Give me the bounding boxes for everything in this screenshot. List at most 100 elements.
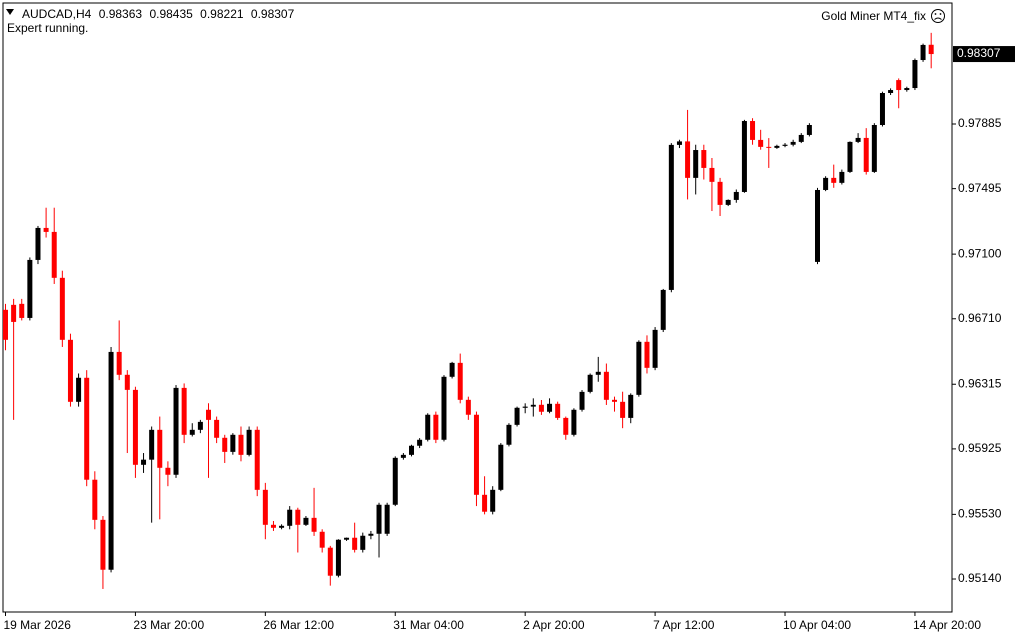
candle-body [165,467,171,475]
candle-body [790,141,796,145]
symbol: AUDCAD,H4 [22,7,92,21]
candle-body [295,509,301,525]
candle-body [157,429,163,468]
candle-body [457,362,463,400]
y-tick-label: 0.97100 [958,246,1002,260]
close-price: 0.98307 [250,7,295,21]
candle-body [270,524,276,528]
candle-body [538,404,544,412]
candle-body [279,525,285,528]
menu-triangle[interactable] [6,9,14,15]
candle-body [482,494,488,512]
candle-body [774,145,780,148]
candle-body [636,341,642,395]
candle-body [238,434,244,455]
x-tick-label: 23 Mar 20:00 [133,618,204,632]
candle-body [206,409,211,420]
candle-body [668,144,674,290]
candle-body [806,124,812,135]
candle-body [335,539,341,576]
candle-body [733,191,739,200]
candle-body [319,531,325,548]
candle-body [685,141,691,178]
expert-status: Expert running. [7,21,89,35]
candle-body [76,377,82,402]
candle-body [547,403,553,412]
candle-body [587,374,593,392]
candle-body [676,141,682,145]
expert-name: Gold Miner MT4_fix [821,9,926,23]
x-tick-label: 7 Apr 12:00 [653,618,715,632]
candle-body [449,362,455,377]
candle-body [43,227,49,232]
candle-body [579,391,585,410]
candle-body [327,547,333,576]
candle-body [879,93,885,125]
candle-body [409,445,414,455]
candle-body [717,181,723,205]
candle-body [904,88,910,91]
y-tick-label: 0.95925 [958,441,1002,455]
y-tick-label: 0.97885 [958,116,1002,130]
low-price: 0.98221 [200,7,244,21]
candle-body [782,144,788,146]
candle-body [303,517,309,525]
candle-body [181,387,187,435]
candle-body [214,419,220,438]
chart-header: AUDCAD,H4 0.98363 0.98435 0.98221 0.9830… [22,7,298,21]
candle-body [11,304,17,322]
y-tick-label: 0.96710 [958,311,1002,325]
candle-body [595,371,601,375]
open-price: 0.98363 [98,7,143,21]
candle-body [831,177,837,183]
candle-body [433,414,439,440]
y-tick-label: 0.97495 [958,181,1002,195]
candle-body [750,121,756,140]
candle-body [19,303,25,318]
candle-body [725,199,731,205]
y-tick-label: 0.96315 [958,376,1002,390]
price-label: 0.98307 [957,46,1001,60]
candle-body [863,137,869,172]
candle-body [417,439,423,446]
candle-body [230,434,236,452]
candle-body [222,437,228,452]
candle-body [514,407,520,425]
candle-body [490,489,496,512]
candle-body [189,429,195,435]
candle-body [758,139,764,147]
candle-body [35,227,41,260]
candle-body [563,417,569,435]
x-tick-label: 14 Apr 20:00 [913,618,981,632]
candle-body [620,401,626,418]
candle-body [100,519,106,570]
candle-body [132,389,138,465]
candle-body [644,341,650,368]
candle-body [506,424,512,445]
candle-body [246,429,252,455]
smiley-icon [931,9,945,23]
candle-body [709,167,715,182]
candle-body [441,376,447,440]
candle-body [141,459,147,465]
x-tick-label: 26 Mar 12:00 [263,618,334,632]
candle-body [92,479,98,520]
candle-body [928,44,934,55]
candle-body [465,399,471,415]
price-label-box [953,46,1015,63]
candle-body [3,309,8,340]
candle-body [847,141,853,172]
candle-body [108,351,114,570]
candle-body [498,444,504,490]
candle-body [311,517,317,532]
candle-body [823,177,829,190]
candle-body [693,150,699,178]
candle-body [392,457,398,505]
x-tick-label: 2 Apr 20:00 [523,618,585,632]
candle-body [473,414,479,495]
y-tick-label: 0.95530 [958,507,1002,521]
candle-body [67,339,73,402]
candle-body [59,277,65,340]
